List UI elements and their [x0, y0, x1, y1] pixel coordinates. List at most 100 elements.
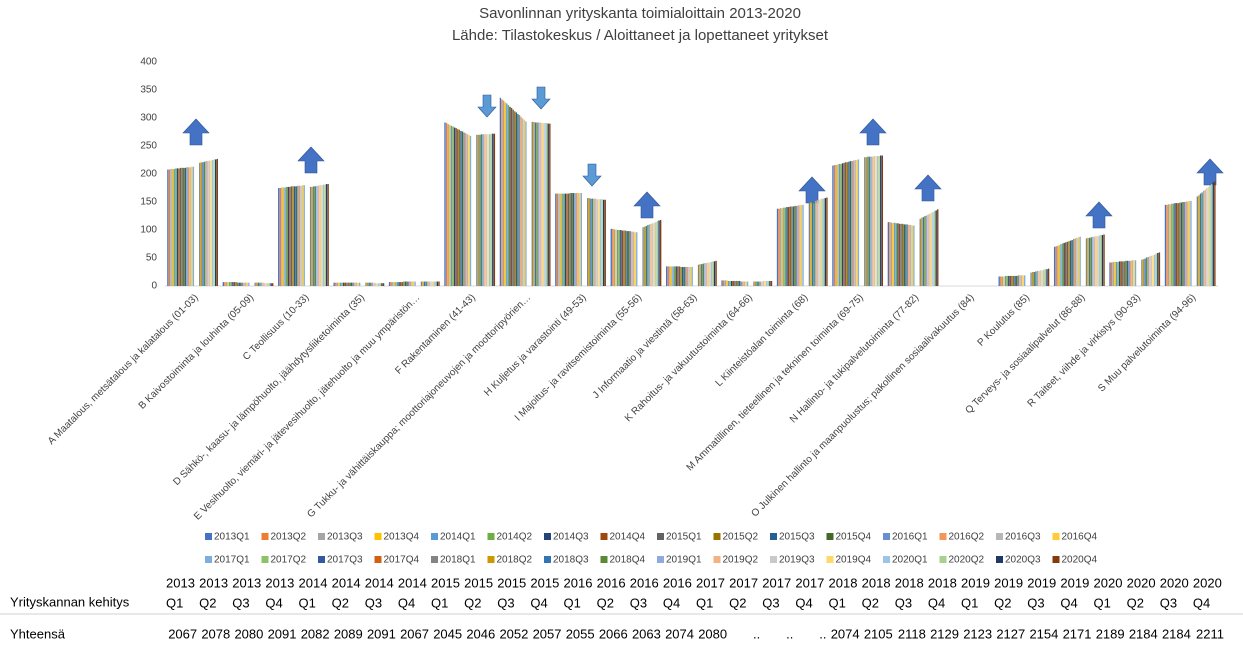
bar [1071, 240, 1073, 286]
column-year: 2017 [795, 575, 824, 590]
y-tick-label: 150 [140, 197, 157, 208]
table-cell: .. [753, 626, 760, 641]
bar [260, 282, 263, 286]
legend-label: 2015Q2 [723, 532, 759, 543]
column-quarter: Q2 [862, 595, 879, 610]
table-cell: 2074 [665, 626, 694, 641]
bar [346, 282, 348, 286]
bar [1126, 260, 1129, 286]
bar [1212, 182, 1214, 286]
bar [658, 220, 660, 286]
column-year: 2020 [1127, 575, 1156, 590]
bar [636, 232, 638, 286]
legend-label: 2019Q4 [836, 555, 872, 566]
bar [1180, 202, 1183, 286]
y-tick-label: 200 [140, 169, 157, 180]
bar [1203, 190, 1205, 286]
bar [843, 162, 845, 286]
bar [624, 230, 627, 286]
bar [352, 282, 354, 286]
bar [373, 282, 375, 286]
column-quarter: Q1 [961, 595, 978, 610]
bar [815, 200, 817, 286]
bar [626, 231, 628, 286]
arrow [914, 174, 942, 202]
bar [587, 198, 589, 286]
bar [1209, 185, 1211, 286]
bar [517, 114, 519, 286]
bar [357, 282, 359, 286]
bar [1053, 246, 1056, 286]
bar [1063, 242, 1065, 286]
bar [833, 165, 836, 286]
bar [1092, 236, 1094, 286]
bar [453, 127, 456, 287]
bar [1146, 257, 1148, 286]
bar [1041, 270, 1043, 286]
bar [444, 122, 446, 286]
bar [270, 283, 272, 286]
bar [1175, 203, 1178, 286]
legend-label: 2016Q4 [1062, 532, 1098, 543]
bar [1166, 204, 1168, 286]
bar [406, 281, 408, 286]
bar [1174, 203, 1176, 286]
legend-swatch [205, 533, 212, 540]
bar [1030, 272, 1032, 286]
bar [1057, 245, 1059, 286]
bar [1152, 255, 1154, 286]
bar [238, 282, 240, 286]
column-year: 2017 [729, 575, 758, 590]
column-year: 2016 [597, 575, 626, 590]
legend-swatch [713, 533, 721, 540]
bar [321, 185, 323, 286]
bar [621, 230, 624, 286]
bar [623, 230, 625, 286]
table-cell: 2091 [268, 626, 297, 641]
bar [1204, 189, 1206, 286]
annotation-arrows [182, 86, 1224, 229]
bar [460, 130, 462, 286]
bar [1093, 236, 1096, 286]
bar [813, 201, 815, 286]
bar [588, 198, 590, 286]
x-tick-label: P Koulutus (85) [976, 292, 1032, 348]
bar [1147, 256, 1149, 286]
bar [868, 156, 871, 286]
legend-swatch [544, 533, 551, 540]
column-quarter: Q1 [166, 595, 183, 610]
table-cell: 2091 [367, 626, 396, 641]
bar [379, 283, 382, 286]
column-quarter: Q3 [762, 595, 779, 610]
bar [922, 217, 925, 286]
legend-swatch [939, 533, 947, 540]
bar [559, 193, 562, 286]
bar [176, 168, 179, 286]
bar [420, 281, 423, 286]
bar [1169, 204, 1171, 286]
bar [935, 210, 937, 286]
column-quarter: Q2 [597, 595, 614, 610]
bar [1109, 262, 1111, 286]
bar [1061, 243, 1064, 286]
bar [610, 228, 612, 286]
bar [854, 160, 856, 286]
bar [430, 281, 432, 286]
bar [414, 281, 416, 286]
bar [1207, 186, 1210, 286]
bar [211, 160, 214, 286]
bar [932, 212, 934, 286]
bar [544, 123, 546, 286]
bar [889, 222, 891, 286]
bar [541, 123, 543, 286]
bar [281, 187, 283, 286]
bar [339, 282, 342, 286]
bar [1134, 260, 1137, 286]
legend-label: 2016Q3 [1005, 532, 1041, 543]
bar [1019, 275, 1021, 286]
bar [1142, 259, 1145, 286]
bar [344, 282, 346, 286]
table-bg [0, 575, 1243, 647]
table-cell: 2067 [400, 626, 429, 641]
